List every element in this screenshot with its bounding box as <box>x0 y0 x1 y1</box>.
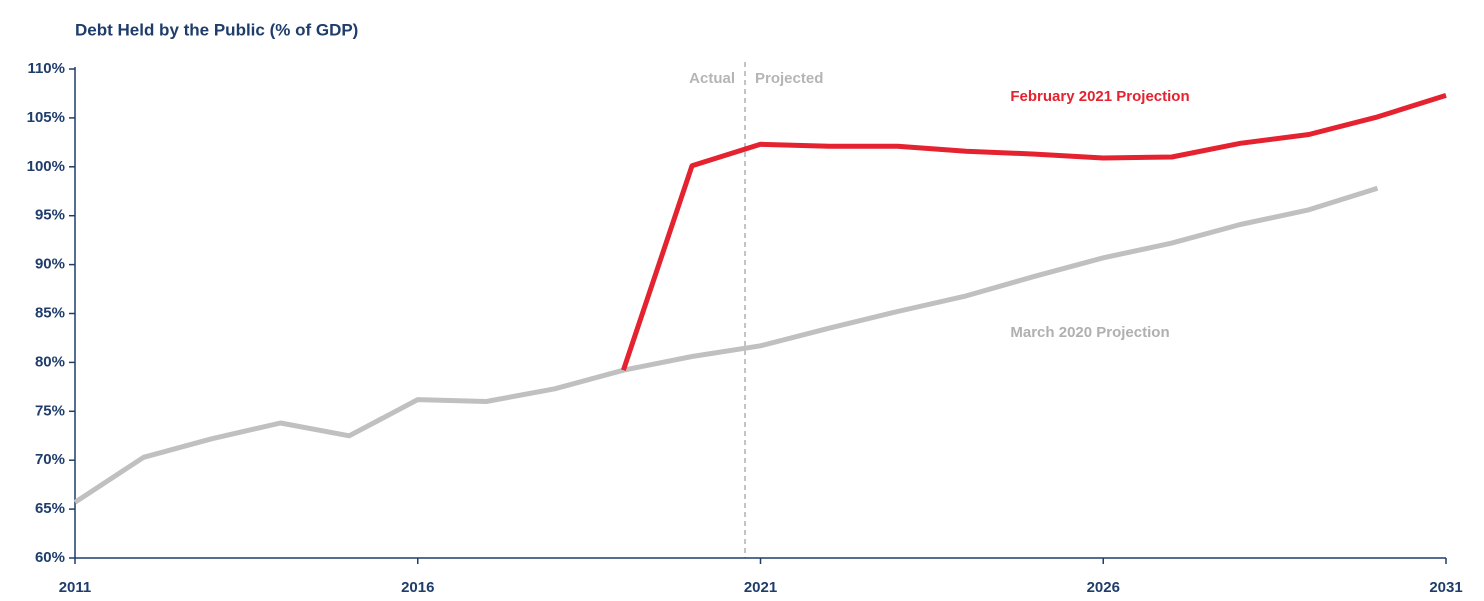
series-line <box>73 185 1379 505</box>
y-tick-label: 105% <box>27 109 65 126</box>
y-tick-label: 100% <box>27 158 65 175</box>
y-tick-label: 75% <box>35 402 65 419</box>
x-tick-label: 2026 <box>1087 579 1120 596</box>
y-tick-label: 110% <box>27 60 65 77</box>
y-tick-label: 80% <box>35 353 65 370</box>
y-tick-label: 85% <box>35 304 65 321</box>
series-label: March 2020 Projection <box>1010 324 1169 341</box>
annotation: Actual <box>689 70 735 87</box>
annotation: Projected <box>755 70 823 87</box>
x-tick-label: 2011 <box>59 579 92 596</box>
y-tick-label: 95% <box>35 207 65 224</box>
x-tick-label: 2016 <box>401 579 434 596</box>
y-tick-label: 65% <box>35 500 65 517</box>
x-tick-label: 2031 <box>1429 579 1462 596</box>
y-tick-label: 70% <box>35 451 65 468</box>
series-label: February 2021 Projection <box>1010 88 1189 105</box>
y-tick-label: 60% <box>35 549 65 566</box>
y-tick-label: 90% <box>35 256 65 273</box>
chart-title: Debt Held by the Public (% of GDP) <box>75 20 358 39</box>
x-tick-label: 2021 <box>744 579 777 596</box>
series-line <box>621 93 1447 371</box>
